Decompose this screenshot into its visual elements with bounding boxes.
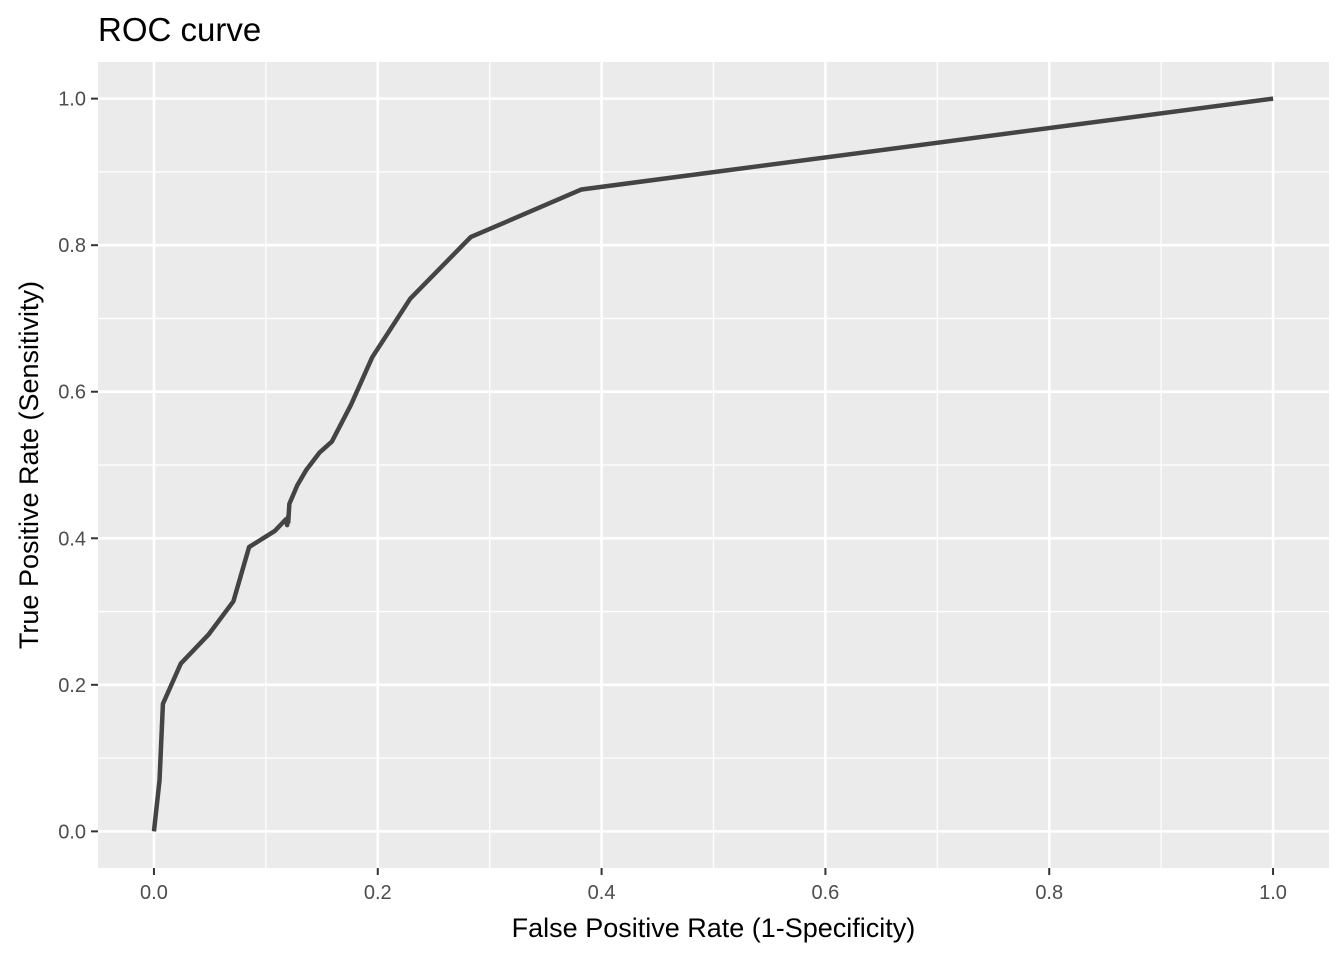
y-axis-title: True Positive Rate (Sensitivity) [14,281,44,649]
x-axis: 0.0 0.2 0.4 0.6 0.8 1.0 [140,868,1287,904]
x-tick-label: 1.0 [1259,882,1287,904]
chart-title: ROC curve [98,11,261,48]
y-tick-label: 0.2 [58,675,86,697]
x-axis-title: False Positive Rate (1-Specificity) [512,913,916,943]
x-tick-label: 0.6 [812,882,840,904]
y-axis: 0.0 0.2 0.4 0.6 0.8 1.0 [58,89,98,843]
x-tick-label: 0.4 [588,882,616,904]
x-tick-label: 0.0 [140,882,168,904]
x-tick-label: 0.8 [1035,882,1063,904]
y-tick-label: 0.6 [58,382,86,404]
major-gridlines [98,62,1329,868]
roc-line [151,96,1274,832]
x-tick-label: 0.2 [364,882,392,904]
y-tick-label: 0.0 [58,821,86,843]
y-tick-label: 1.0 [58,89,86,111]
y-tick-label: 0.8 [58,235,86,257]
y-tick-label: 0.4 [58,528,86,550]
